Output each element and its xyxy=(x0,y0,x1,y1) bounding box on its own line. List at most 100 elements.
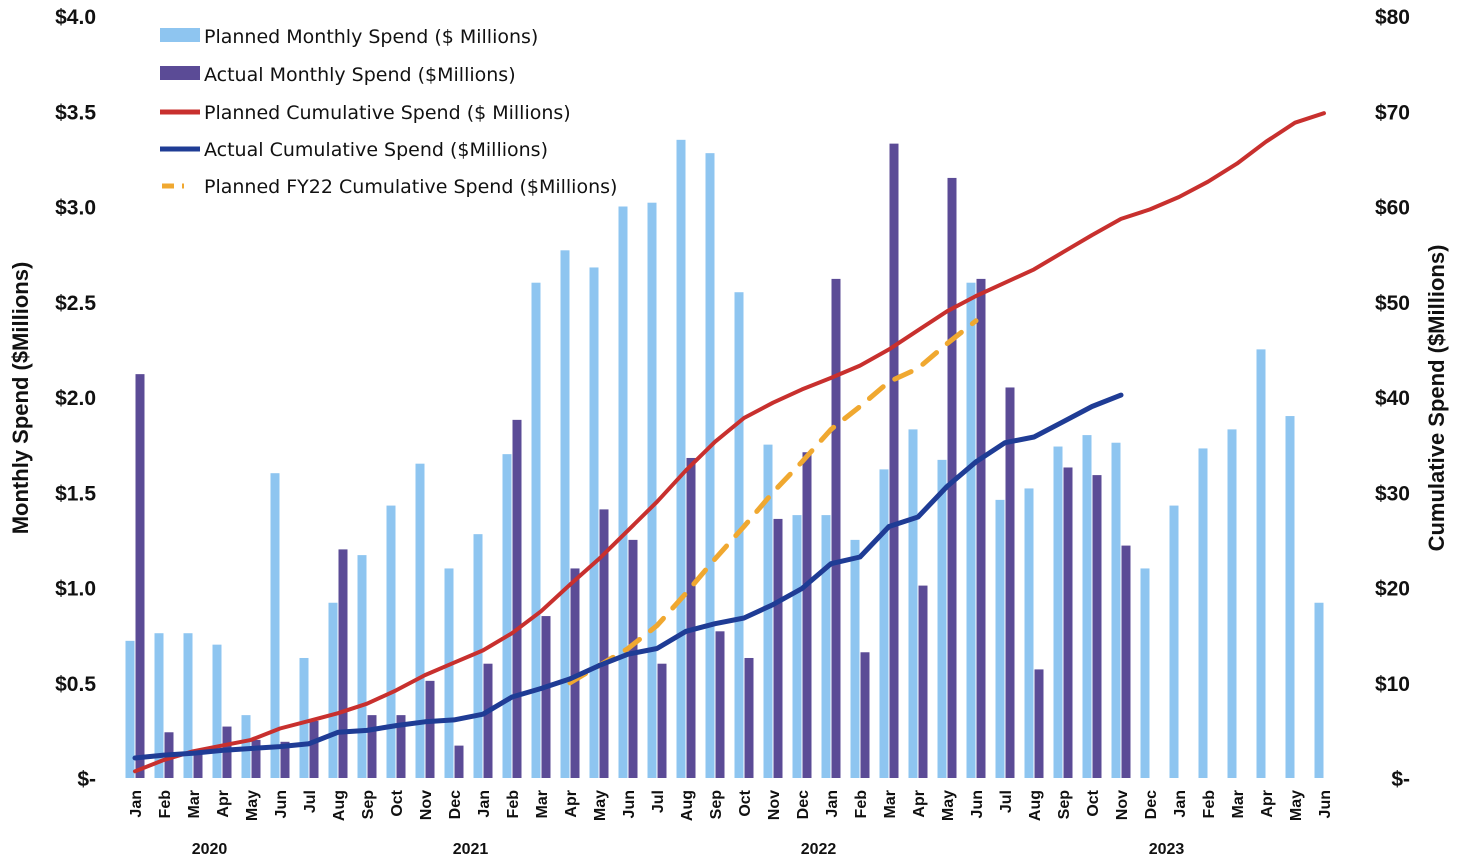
y-tick-right: $60 xyxy=(1375,197,1410,220)
planned-monthly-bar xyxy=(154,633,164,778)
planned-monthly-bar xyxy=(1285,416,1295,778)
planned-monthly-bar xyxy=(676,139,686,778)
actual-monthly-bar xyxy=(512,419,522,778)
y-tick-left: $2.0 xyxy=(55,387,96,410)
actual-monthly-bar xyxy=(628,539,638,778)
planned-monthly-bar xyxy=(792,515,802,778)
planned-cumulative-line xyxy=(133,111,1326,774)
actual-monthly-bar xyxy=(1092,475,1102,778)
y-tick-right: $10 xyxy=(1375,673,1410,696)
y-tick-left: $4.0 xyxy=(55,6,96,29)
y-tick-left: $3.5 xyxy=(55,101,96,124)
planned-monthly-bar xyxy=(415,463,425,778)
x-tick-label: Dec xyxy=(1143,790,1160,819)
planned-monthly-bar xyxy=(560,250,570,778)
x-tick-label: Oct xyxy=(1085,789,1102,816)
x-tick-label: Nov xyxy=(418,790,435,820)
planned-monthly-bar xyxy=(125,640,135,778)
planned-monthly-bar xyxy=(1111,442,1121,778)
planned-monthly-bar xyxy=(1140,568,1150,778)
actual-monthly-bar xyxy=(773,518,783,778)
y-tick-right: $40 xyxy=(1375,387,1410,410)
planned-monthly-bar xyxy=(502,454,512,778)
planned-monthly-bar xyxy=(1169,505,1179,778)
y-tick-right: $70 xyxy=(1375,101,1410,124)
y-tick-right: $- xyxy=(1391,768,1410,791)
year-label: 2020 xyxy=(192,841,228,858)
x-tick-label: Dec xyxy=(447,790,464,819)
planned-monthly-bar xyxy=(1256,349,1266,778)
year-label: 2023 xyxy=(1149,841,1185,858)
planned-monthly-bar xyxy=(908,429,918,778)
actual-monthly-bar xyxy=(135,374,145,778)
planned-monthly-bar xyxy=(647,202,657,778)
actual-monthly-bar xyxy=(425,680,435,778)
planned-monthly-bar xyxy=(531,282,541,778)
x-tick-label: Oct xyxy=(737,789,754,816)
actual-monthly-bar xyxy=(918,585,928,778)
actual-monthly-bar xyxy=(193,753,203,778)
planned-fy22-cumulative-line xyxy=(567,318,979,686)
x-tick-label: Jan xyxy=(128,790,145,818)
x-tick-label: Sep xyxy=(360,790,377,820)
actual-monthly-bar xyxy=(599,509,609,778)
actual-monthly-bar xyxy=(338,549,348,778)
y-tick-left: $3.0 xyxy=(55,197,96,220)
legend-label: Planned FY22 Cumulative Spend ($Millions… xyxy=(204,176,617,198)
x-tick-label: Apr xyxy=(1259,790,1276,818)
planned-monthly-bar xyxy=(879,469,889,778)
planned-monthly-bar xyxy=(821,515,831,778)
x-tick-label: Sep xyxy=(708,790,725,820)
planned-monthly-bar xyxy=(705,153,715,778)
y-tick-left: $2.5 xyxy=(55,292,96,315)
y-tick-right: $50 xyxy=(1375,292,1410,315)
actual-monthly-bar xyxy=(396,715,406,778)
actual-monthly-bar xyxy=(744,657,754,778)
x-tick-label: Aug xyxy=(1027,790,1044,821)
planned-monthly-bar xyxy=(444,568,454,778)
y-tick-left: $- xyxy=(77,768,96,791)
x-tick-label: Mar xyxy=(186,790,203,818)
planned-monthly-bar xyxy=(1024,488,1034,778)
planned-monthly-bar xyxy=(1314,602,1324,778)
x-tick-label: Aug xyxy=(331,790,348,821)
legend-label: Actual Monthly Spend ($Millions) xyxy=(204,64,516,86)
actual-monthly-bar xyxy=(860,652,870,778)
x-tick-label: Aug xyxy=(679,790,696,821)
planned-monthly-bar xyxy=(299,657,309,778)
x-tick-label: Feb xyxy=(853,790,870,819)
planned-monthly-bar xyxy=(937,459,947,778)
planned-monthly-bar xyxy=(763,444,773,778)
y-tick-left: $0.5 xyxy=(55,673,96,696)
planned-monthly-bar xyxy=(212,644,222,778)
y-tick-right: $30 xyxy=(1375,482,1410,505)
actual-monthly-bar xyxy=(541,616,551,778)
x-tick-label: Mar xyxy=(1230,790,1247,818)
actual-monthly-bar xyxy=(976,278,986,778)
x-tick-label: Dec xyxy=(795,790,812,819)
actual-monthly-bar xyxy=(947,177,957,779)
actual-monthly-bar xyxy=(1121,545,1131,778)
planned-monthly-bar xyxy=(1198,448,1208,778)
actual-cumulative-line xyxy=(132,392,1124,761)
y-axis-right-title: Cumulative Spend ($Millions) xyxy=(1424,245,1449,552)
x-tick-label: Jul xyxy=(998,790,1015,813)
actual-monthly-bar xyxy=(889,143,899,778)
x-tick-label: Apr xyxy=(563,790,580,818)
y-axis-right: $- $10 $20 $30 $40 $50 $60 $70 $80 xyxy=(1375,6,1410,791)
x-axis-ticks: Jan Feb Mar Apr May Jun Jul Aug Sep Oct Nov Dec Jan F… xyxy=(128,789,1334,821)
year-label: 2021 xyxy=(453,841,489,858)
actual-monthly-bar xyxy=(831,278,841,778)
y-tick-right: $80 xyxy=(1375,6,1410,29)
actual-monthly-bar xyxy=(1063,467,1073,778)
x-tick-label: May xyxy=(1288,790,1305,821)
actual-monthly-bar xyxy=(657,663,667,778)
x-tick-label: Mar xyxy=(534,790,551,818)
x-axis-years: 2020 2021 2022 2023 xyxy=(192,841,1185,858)
planned-monthly-bar xyxy=(589,267,599,778)
x-tick-label: Feb xyxy=(505,790,522,819)
legend-swatch xyxy=(160,28,200,42)
x-tick-label: Nov xyxy=(1114,790,1131,820)
legend-swatch xyxy=(160,66,200,80)
actual-monthly-bar xyxy=(802,452,812,778)
